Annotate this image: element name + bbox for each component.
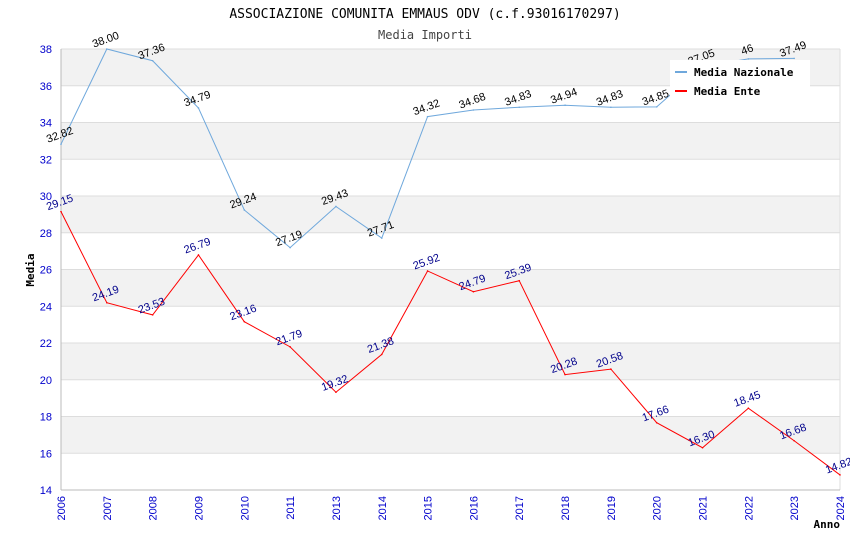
data-label: 34.83 bbox=[595, 88, 625, 109]
data-label: 18.45 bbox=[732, 389, 762, 410]
data-point bbox=[289, 246, 291, 249]
legend: Media Nazionale Media Ente bbox=[670, 60, 810, 100]
data-label: 34.83 bbox=[503, 88, 533, 109]
x-axis: 2006 2007 2008 2009 2010 2011 2013 2014 2015 2016… bbox=[56, 489, 847, 520]
data-label: 34.94 bbox=[549, 86, 579, 107]
x-tick-label: 2017 bbox=[514, 496, 526, 520]
data-point bbox=[197, 107, 200, 109]
x-axis-title: Anno bbox=[814, 518, 841, 531]
y-tick-label: 28 bbox=[40, 228, 52, 240]
chart-subtitle: Media Importi bbox=[378, 28, 472, 42]
data-point bbox=[60, 143, 62, 145]
y-tick-label: 18 bbox=[40, 412, 52, 424]
data-point bbox=[472, 109, 475, 111]
x-tick-label: 2024 bbox=[835, 496, 847, 520]
data-point bbox=[106, 301, 108, 304]
data-point bbox=[518, 106, 521, 109]
data-point bbox=[151, 59, 154, 62]
x-tick-label: 2022 bbox=[743, 496, 755, 520]
data-point bbox=[701, 446, 704, 449]
grid-band bbox=[61, 416, 840, 454]
data-label: 26.79 bbox=[182, 236, 212, 257]
data-point bbox=[426, 270, 429, 272]
y-tick-label: 30 bbox=[40, 191, 52, 203]
data-point bbox=[106, 48, 108, 50]
x-tick-label: 2018 bbox=[560, 496, 572, 520]
y-axis-title: Media bbox=[24, 253, 37, 286]
x-tick-label: 2007 bbox=[102, 496, 114, 520]
grid-band bbox=[61, 343, 840, 380]
y-tick-label: 32 bbox=[40, 154, 52, 166]
data-point bbox=[655, 421, 658, 424]
x-tick-label: 2023 bbox=[789, 496, 801, 520]
x-tick-label: 2016 bbox=[468, 496, 480, 520]
y-tick-label: 14 bbox=[40, 485, 52, 497]
y-tick-label: 20 bbox=[40, 375, 52, 387]
legend-label: Media Ente bbox=[694, 85, 761, 98]
grid-band bbox=[61, 122, 840, 160]
data-label: 14.82 bbox=[824, 456, 850, 477]
series-line bbox=[60, 211, 841, 476]
data-point bbox=[564, 373, 566, 376]
data-point bbox=[289, 346, 291, 348]
data-point bbox=[380, 237, 383, 239]
data-point bbox=[564, 104, 566, 107]
y-tick-label: 22 bbox=[40, 338, 52, 350]
data-point bbox=[610, 368, 612, 370]
legend-label: Media Nazionale bbox=[694, 66, 794, 79]
x-tick-label: 2011 bbox=[285, 496, 297, 520]
x-tick-label: 2009 bbox=[193, 496, 205, 520]
x-tick-label: 2020 bbox=[652, 496, 664, 520]
grid-band bbox=[61, 196, 840, 233]
data-label: 34.68 bbox=[457, 91, 487, 112]
x-tick-label: 2008 bbox=[148, 496, 160, 520]
x-tick-label: 2006 bbox=[56, 496, 68, 520]
x-tick-label: 2015 bbox=[423, 496, 435, 520]
data-point bbox=[518, 279, 521, 282]
data-point bbox=[60, 210, 62, 213]
data-point bbox=[472, 290, 475, 293]
data-point bbox=[380, 353, 383, 356]
x-tick-label: 2013 bbox=[331, 496, 343, 520]
data-point bbox=[335, 205, 337, 208]
data-point bbox=[243, 209, 246, 211]
data-point bbox=[610, 106, 612, 109]
data-point bbox=[747, 58, 750, 60]
data-point bbox=[793, 439, 795, 442]
data-point bbox=[747, 407, 750, 410]
y-tick-label: 16 bbox=[40, 448, 52, 460]
y-tick-label: 34 bbox=[40, 118, 52, 130]
y-axis: 14 16 18 20 22 24 26 28 30 32 34 36 38 bbox=[40, 44, 62, 497]
data-point bbox=[243, 320, 246, 323]
data-point bbox=[151, 314, 154, 316]
x-tick-label: 2021 bbox=[698, 496, 710, 520]
data-point bbox=[793, 57, 795, 60]
chart-title: ASSOCIAZIONE COMUNITA EMMAUS ODV (c.f.93… bbox=[229, 7, 620, 22]
data-point bbox=[426, 115, 429, 118]
x-tick-label: 2019 bbox=[606, 496, 618, 520]
data-label: 46 bbox=[740, 42, 756, 57]
data-label: 34.85 bbox=[641, 88, 671, 109]
data-point bbox=[335, 391, 337, 394]
y-tick-label: 36 bbox=[40, 81, 52, 93]
y-tick-label: 24 bbox=[40, 301, 52, 313]
data-point bbox=[655, 106, 658, 108]
x-tick-label: 2014 bbox=[377, 496, 389, 520]
data-point bbox=[839, 474, 841, 476]
data-point bbox=[197, 254, 200, 256]
y-tick-label: 26 bbox=[40, 265, 52, 277]
x-tick-label: 2010 bbox=[239, 496, 251, 520]
plot-background bbox=[61, 48, 841, 491]
data-label: 38.00 bbox=[91, 30, 121, 51]
legend-box bbox=[670, 60, 810, 100]
grid-band bbox=[61, 269, 840, 307]
y-tick-label: 38 bbox=[40, 44, 52, 56]
